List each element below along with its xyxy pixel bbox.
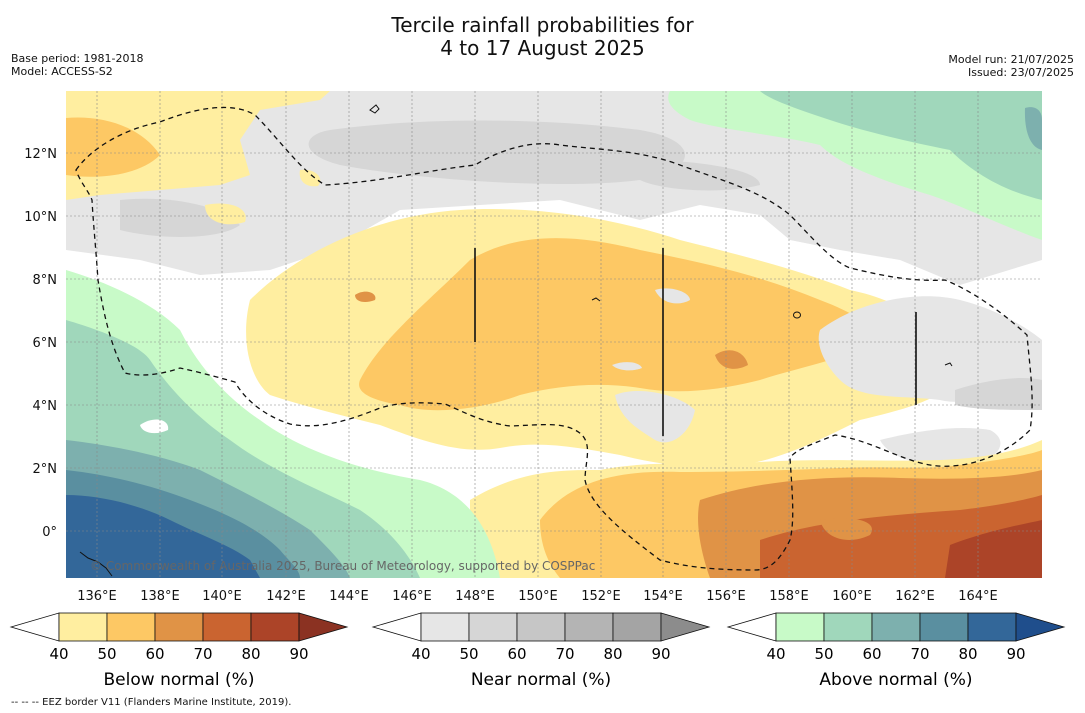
lon-label: 140°E: [202, 589, 242, 604]
colorbar-tick-label: 70: [193, 645, 212, 663]
lon-label: 148°E: [455, 589, 495, 604]
colorbar-tick-label: 70: [910, 645, 929, 663]
colorbar-segment: [468, 612, 518, 642]
map-title: Tercile rainfall probabilities for 4 to …: [0, 14, 1085, 60]
colorbar-segment: [250, 612, 300, 642]
colorbar-label: Near normal (%): [471, 670, 611, 690]
latitude-labels: 12°N 10°N 8°N 6°N 4°N 2°N 0°: [24, 147, 57, 540]
colorbar-tick-label: 60: [507, 645, 526, 663]
colorbar-tick-label: 70: [555, 645, 574, 663]
lon-label: 156°E: [706, 589, 746, 604]
colorbar: 40 50 60 70 80 90 Above normal (%): [726, 612, 1066, 690]
colorbar-tick-label: 40: [766, 645, 785, 663]
eez-segments: [474, 248, 917, 436]
colorbar-tick-label: 60: [145, 645, 164, 663]
title-line-1: Tercile rainfall probabilities for: [391, 13, 694, 37]
lon-label: 136°E: [77, 589, 117, 604]
colorbar-segment: [564, 612, 614, 642]
colorbar-legends: 40 50 60 70 80 90 Below normal (%) 40 50 60 70 80 90…: [9, 612, 1066, 690]
colorbar-segment: [823, 612, 873, 642]
colorbar: 40 50 60 70 80 90 Below normal (%): [9, 612, 349, 690]
colorbar-segment: [871, 612, 921, 642]
base-period-text: Base period: 1981-2018: [11, 52, 144, 65]
colorbar-segment: [420, 612, 470, 642]
title-line-2: 4 to 17 August 2025: [440, 36, 645, 60]
longitude-labels: 136°E 138°E 140°E 142°E 144°E 146°E 148°…: [77, 589, 998, 604]
colorbar-segment: [612, 612, 662, 642]
graticule: [66, 91, 1042, 578]
lon-label: 150°E: [518, 589, 558, 604]
model-text: Model: ACCESS-S2: [11, 65, 113, 78]
lon-label: 160°E: [832, 589, 872, 604]
colorbar-upper-extension: [298, 612, 349, 642]
issued-text: Issued: 23/07/2025: [967, 66, 1074, 79]
lat-label: 6°N: [33, 336, 58, 351]
lon-label: 144°E: [329, 589, 369, 604]
colorbar-tick-label: 90: [289, 645, 308, 663]
colorbar-segment: [106, 612, 156, 642]
lon-label: 138°E: [140, 589, 180, 604]
colorbar-upper-extension: [660, 612, 711, 642]
colorbar: 40 50 60 70 80 90 Near normal (%): [371, 612, 711, 690]
colorbar-tick-label: 40: [411, 645, 430, 663]
copyright-text: © Commonwealth of Australia 2025, Bureau…: [90, 559, 595, 573]
colorbar-tick-label: 50: [97, 645, 116, 663]
lon-label: 146°E: [392, 589, 432, 604]
model-run-text: Model run: 21/07/2025: [948, 53, 1074, 66]
eez-border: [75, 106, 1033, 571]
lon-label: 162°E: [895, 589, 935, 604]
colorbar-lower-extension: [371, 612, 422, 642]
colorbar-tick-label: 40: [49, 645, 68, 663]
eez-footnote: -- -- -- EEZ border V11 (Flanders Marine…: [11, 697, 292, 708]
probability-field: © Commonwealth of Australia 2025, Bureau…: [66, 91, 1042, 578]
colorbar-tick-label: 60: [862, 645, 881, 663]
colorbar-segment: [154, 612, 204, 642]
colorbar-tick-label: 90: [651, 645, 670, 663]
colorbar-tick-label: 80: [958, 645, 977, 663]
lat-label: 4°N: [33, 399, 58, 414]
colorbar-segment: [919, 612, 969, 642]
lon-label: 164°E: [958, 589, 998, 604]
colorbar-lower-extension: [726, 612, 777, 642]
lat-label: 10°N: [24, 210, 57, 225]
lat-label: 2°N: [33, 462, 58, 477]
colorbar-segment: [775, 612, 825, 642]
colorbar-tick-label: 90: [1006, 645, 1025, 663]
lat-label: 12°N: [24, 147, 57, 162]
colorbar-tick-label: 80: [241, 645, 260, 663]
colorbar-tick-label: 80: [603, 645, 622, 663]
colorbar-segment: [202, 612, 252, 642]
base-period-info: Base period: 1981-2018 Model: ACCESS-S2: [11, 52, 143, 78]
colorbar-label: Above normal (%): [819, 670, 972, 690]
colorbar-segment: [516, 612, 566, 642]
colorbar-label: Below normal (%): [104, 670, 255, 690]
lat-label: 8°N: [33, 273, 58, 288]
colorbar-segment: [58, 612, 108, 642]
colorbar-segment: [967, 612, 1017, 642]
colorbar-lower-extension: [9, 612, 60, 642]
lat-label: 0°: [42, 525, 57, 540]
colorbar-tick-label: 50: [814, 645, 833, 663]
lon-label: 142°E: [266, 589, 306, 604]
islands: [79, 104, 953, 577]
colorbar-upper-extension: [1015, 612, 1066, 642]
colorbar-tick-label: 50: [459, 645, 478, 663]
lon-label: 152°E: [581, 589, 621, 604]
lon-label: 154°E: [643, 589, 683, 604]
lon-label: 158°E: [769, 589, 809, 604]
model-run-info: Model run: 21/07/2025 Issued: 23/07/2025: [948, 53, 1074, 79]
